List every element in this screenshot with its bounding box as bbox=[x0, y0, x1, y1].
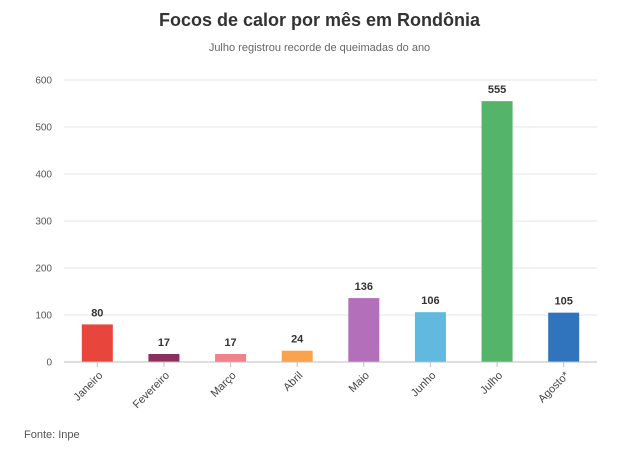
bar-value-label: 80 bbox=[91, 307, 103, 319]
x-tick-label: Maio bbox=[347, 370, 372, 395]
chart-title: Focos de calor por mês em Rondônia bbox=[158, 10, 481, 30]
x-tick-label: Março bbox=[209, 370, 239, 400]
bar bbox=[348, 298, 380, 362]
source-note: Fonte: Inpe bbox=[24, 429, 80, 441]
y-tick-label: 600 bbox=[35, 76, 52, 87]
y-tick-label: 200 bbox=[35, 264, 52, 275]
y-tick-label: 100 bbox=[35, 311, 52, 322]
y-tick-label: 0 bbox=[46, 358, 52, 369]
bar bbox=[148, 354, 180, 362]
bar bbox=[81, 324, 113, 362]
bar-value-label: 555 bbox=[488, 84, 506, 96]
y-tick-label: 500 bbox=[35, 123, 52, 134]
bar bbox=[215, 354, 247, 362]
y-axis: 0 100 200 300 400 500 600 bbox=[35, 76, 52, 369]
y-tick-label: 300 bbox=[35, 217, 52, 228]
bar-value-label: 17 bbox=[224, 337, 236, 349]
bar bbox=[548, 312, 580, 362]
bar bbox=[481, 101, 513, 363]
bar-value-label: 136 bbox=[355, 281, 373, 293]
x-tick-label: Abril bbox=[281, 370, 305, 394]
bar-value-label: 106 bbox=[421, 295, 439, 307]
x-tick-label: Fevereiro bbox=[131, 370, 172, 411]
x-tick-label: Agosto* bbox=[536, 369, 572, 405]
x-tick-label: Junho bbox=[409, 370, 439, 400]
bars bbox=[81, 101, 580, 363]
chart-subtitle: Julho registrou recorde de queimadas do … bbox=[208, 42, 431, 54]
data-labels: 80 17 17 24 136 106 555 105 bbox=[91, 84, 573, 349]
y-tick-label: 400 bbox=[35, 170, 52, 181]
bar-value-label: 17 bbox=[158, 337, 170, 349]
gridlines bbox=[64, 79, 597, 316]
bar-value-label: 24 bbox=[291, 334, 304, 346]
x-axis: Janeiro Fevereiro Março Abril Maio Junho Julho… bbox=[64, 361, 597, 411]
bar bbox=[414, 312, 446, 362]
x-tick-label: Janeiro bbox=[71, 370, 105, 404]
x-tick-label: Julho bbox=[478, 370, 505, 397]
bar bbox=[281, 350, 313, 362]
bar-value-label: 105 bbox=[555, 296, 573, 308]
